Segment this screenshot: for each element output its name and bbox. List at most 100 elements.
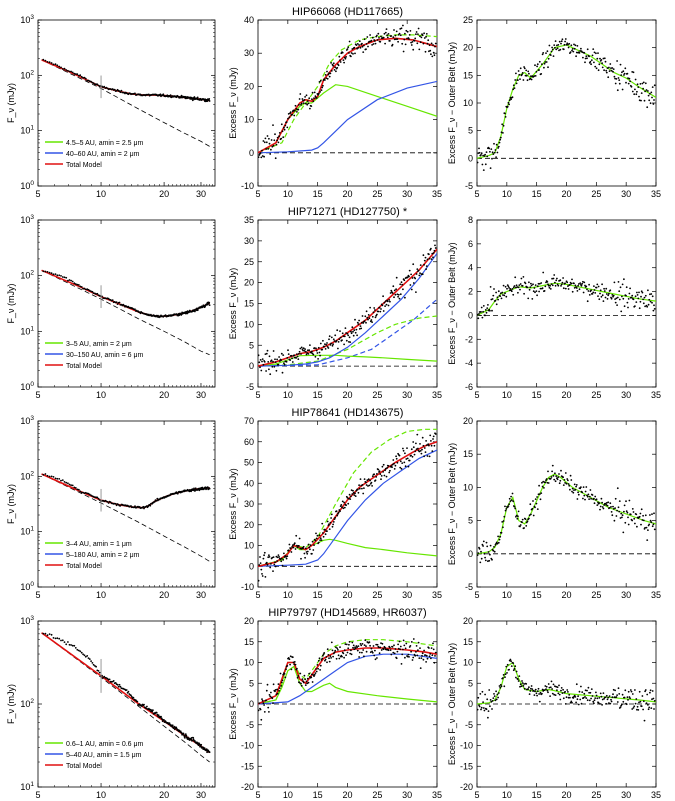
x-tick-label: 30 bbox=[402, 590, 412, 600]
data-point bbox=[380, 649, 383, 651]
data-point bbox=[504, 676, 506, 678]
data-point bbox=[626, 696, 629, 699]
data-point bbox=[410, 650, 412, 653]
data-point bbox=[504, 285, 507, 288]
data-point bbox=[287, 353, 290, 355]
data-point bbox=[434, 433, 437, 435]
data-point bbox=[297, 358, 300, 360]
y-tick-label: -15 bbox=[241, 761, 254, 771]
data-point bbox=[501, 521, 504, 523]
data-point bbox=[651, 301, 653, 304]
data-point bbox=[68, 483, 71, 486]
data-point bbox=[371, 44, 373, 46]
data-point bbox=[566, 281, 569, 284]
series-group bbox=[41, 59, 210, 147]
data-point bbox=[332, 62, 335, 65]
data-point bbox=[391, 466, 393, 469]
data-point bbox=[496, 542, 499, 545]
data-point bbox=[65, 481, 68, 484]
data-point bbox=[375, 476, 378, 478]
data-point bbox=[315, 349, 318, 352]
data-point bbox=[549, 686, 552, 689]
data-point bbox=[286, 126, 289, 129]
data-point bbox=[306, 552, 309, 555]
data-point bbox=[297, 108, 300, 111]
data-point bbox=[585, 697, 588, 699]
data-point bbox=[580, 486, 582, 488]
data-point bbox=[407, 653, 410, 656]
data-point bbox=[651, 513, 653, 515]
x-axis: 5 10 20 30 bbox=[35, 20, 213, 199]
data-point bbox=[279, 558, 282, 561]
data-point bbox=[65, 643, 68, 646]
data-point bbox=[521, 285, 524, 287]
data-point bbox=[305, 94, 308, 97]
data-point bbox=[649, 689, 652, 692]
data-point bbox=[187, 736, 189, 739]
data-point bbox=[416, 433, 419, 436]
data-point bbox=[643, 719, 646, 722]
data-point bbox=[299, 93, 302, 95]
data-point bbox=[575, 287, 578, 289]
data-point bbox=[274, 133, 276, 136]
data-point bbox=[387, 465, 390, 467]
data-point bbox=[310, 676, 313, 679]
data-point bbox=[597, 702, 600, 704]
data-point bbox=[535, 70, 538, 73]
data-point bbox=[558, 40, 561, 43]
axes-frame bbox=[476, 219, 657, 388]
data-point bbox=[399, 283, 402, 286]
data-point bbox=[63, 276, 66, 279]
data-point bbox=[270, 359, 273, 362]
data-point bbox=[517, 70, 520, 72]
data-point bbox=[307, 543, 310, 546]
data-point bbox=[84, 288, 87, 291]
data-point bbox=[640, 523, 642, 526]
data-point bbox=[573, 43, 575, 46]
data-point bbox=[308, 672, 311, 675]
data-point bbox=[333, 651, 336, 654]
data-point bbox=[544, 481, 547, 484]
data-point bbox=[613, 519, 616, 522]
data-point bbox=[267, 706, 270, 709]
data-point bbox=[515, 670, 518, 673]
data-point bbox=[88, 493, 91, 496]
data-point bbox=[301, 678, 304, 680]
data-point bbox=[354, 647, 357, 650]
data-point bbox=[530, 513, 532, 516]
data-point bbox=[644, 526, 646, 529]
data-point bbox=[433, 444, 436, 447]
y-tick-label: -5 bbox=[246, 720, 254, 730]
data-point bbox=[52, 476, 55, 478]
data-point bbox=[582, 280, 584, 283]
data-point bbox=[534, 284, 537, 286]
x-tick-label: 5 bbox=[255, 790, 260, 800]
data-point bbox=[358, 487, 361, 490]
data-point bbox=[432, 252, 435, 254]
data-point bbox=[596, 697, 599, 700]
data-point bbox=[347, 334, 350, 337]
data-point bbox=[530, 78, 533, 81]
data-point bbox=[327, 73, 330, 76]
data-point bbox=[562, 277, 564, 279]
data-point bbox=[560, 40, 563, 43]
data-point bbox=[352, 644, 355, 647]
data-point bbox=[97, 497, 100, 500]
data-point bbox=[395, 455, 397, 458]
y-axis-label: Excess F_ν − Outer Belt (mJy) bbox=[447, 643, 457, 765]
data-point bbox=[274, 157, 277, 160]
data-point bbox=[621, 295, 623, 298]
data-point bbox=[404, 296, 406, 299]
data-point bbox=[623, 74, 625, 76]
data-point bbox=[358, 44, 360, 46]
data-point bbox=[332, 521, 335, 523]
data-point bbox=[515, 286, 517, 289]
data-point bbox=[506, 287, 508, 290]
data-point bbox=[308, 546, 311, 549]
data-point bbox=[604, 60, 607, 63]
data-point bbox=[266, 349, 269, 352]
data-point bbox=[371, 36, 374, 39]
data-point bbox=[325, 77, 328, 79]
